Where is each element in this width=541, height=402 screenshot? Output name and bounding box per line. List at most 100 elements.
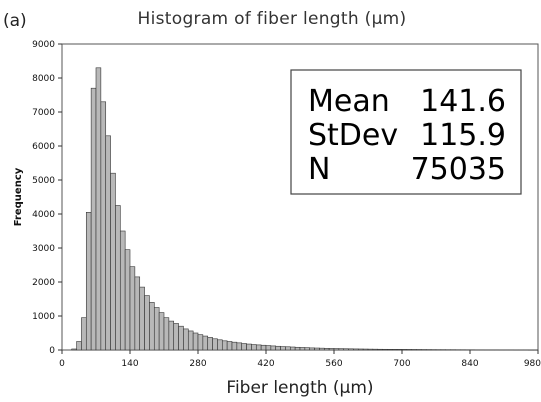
histogram-bar [401,349,408,351]
histogram-bar [265,345,272,351]
y-tick-label: 0 [49,346,55,356]
histogram-bar [110,172,116,351]
stat-label-n: N [308,152,330,187]
histogram-bar [396,349,403,351]
histogram-bar [236,342,243,351]
stat-label-stdev: StDev [308,118,398,153]
stat-value-stdev: 115.9 [420,118,506,153]
histogram-bar [382,348,388,351]
stat-label-mean: Mean [308,84,390,119]
x-tick-label: 0 [59,359,65,369]
histogram-bar [207,337,213,351]
stats-box-frame [290,69,522,195]
histogram-bar [255,344,262,351]
histogram-bar [202,335,209,351]
x-tick-label: 140 [121,359,138,369]
stat-value-n: 75035 [411,152,506,187]
histogram-bar [348,348,354,351]
histogram-bar [299,347,306,351]
histogram-bar [319,347,325,351]
y-axis: 0 1000 2000 3000 4000 5000 6000 7000 8000 9000 [32,40,62,356]
y-tick-label: 2000 [32,278,55,288]
histogram-bar [357,348,364,351]
histogram-bar [406,349,413,351]
histogram-bar [183,328,189,351]
chart-title: Histogram of fiber length (μm) [138,9,407,29]
histogram-bar [314,347,320,351]
histogram-bar [338,348,345,351]
y-axis-label: Frequency [13,167,24,226]
histogram-bar [289,346,296,351]
histogram-bar [134,276,141,351]
histogram-bar [328,348,335,351]
histogram-bar [192,332,199,351]
histogram-bar [139,286,145,351]
histogram-bar [217,339,223,351]
histogram-bar [304,347,311,351]
histogram-bar [168,320,175,351]
histogram-bar [231,341,238,351]
histogram-bar [85,212,92,351]
histogram-bar [241,343,247,351]
histogram-bar [173,323,179,351]
x-tick-label: 700 [393,359,410,369]
histogram-bar [105,135,111,351]
x-axis-label: Fiber length (μm) [226,378,373,398]
histogram-bar [149,302,155,351]
panel-label: (a) [3,11,27,31]
histogram-bar [246,343,252,351]
bars [71,67,539,351]
histogram-bar [275,345,281,351]
histogram-bar [119,230,126,351]
histogram-bar [144,295,150,351]
y-tick-label: 4000 [32,210,55,220]
y-tick-label: 1000 [32,312,55,322]
histogram-bar [294,346,301,351]
histogram-bar [71,348,77,351]
histogram-bar [153,307,160,351]
histogram-bar [387,349,393,351]
histogram-bar [353,348,359,351]
y-tick-label: 6000 [32,142,55,152]
histogram-bar [280,346,286,351]
histogram-bar [362,348,369,351]
histogram-bar [81,317,87,351]
x-tick-label: 980 [524,359,541,369]
stat-value-mean: 141.6 [420,84,506,119]
histogram-bar [391,349,398,351]
y-tick-label: 8000 [32,74,55,84]
x-tick-label: 840 [461,359,478,369]
histogram-bar [115,205,121,351]
histogram-bar [343,348,349,351]
histogram-bar [100,101,107,351]
histogram-bar [309,347,315,351]
histogram-bar [124,249,131,351]
histogram-bar [377,348,383,351]
histogram-bar [260,344,267,351]
histogram-bar [197,334,204,351]
y-tick-label: 9000 [32,40,55,50]
histogram-bar [333,348,340,351]
histogram-bar [411,349,417,351]
histogram-bar [187,330,194,351]
histogram-bar [163,317,170,351]
x-tick-label: 420 [257,359,274,369]
stats-box: Mean 141.6 StDev 115.9 N 75035 [290,69,522,195]
histogram-bar [129,266,136,351]
x-axis: 0 140 280 420 560 700 840 980 [59,350,541,369]
histogram-bar [251,344,257,351]
histogram-bar [323,347,330,351]
histogram-bar [221,340,228,351]
histogram-bar [285,346,291,351]
histogram-bar [270,345,277,351]
y-tick-label: 5000 [32,176,55,186]
histogram-bar [212,338,218,351]
histogram-bar [178,325,184,351]
x-tick-label: 280 [189,359,206,369]
histogram-bar [367,348,374,351]
y-tick-label: 7000 [32,108,55,118]
histogram-bar [372,348,379,351]
histogram-bar [76,341,82,351]
histogram-bar [90,87,97,351]
x-tick-label: 560 [325,359,342,369]
